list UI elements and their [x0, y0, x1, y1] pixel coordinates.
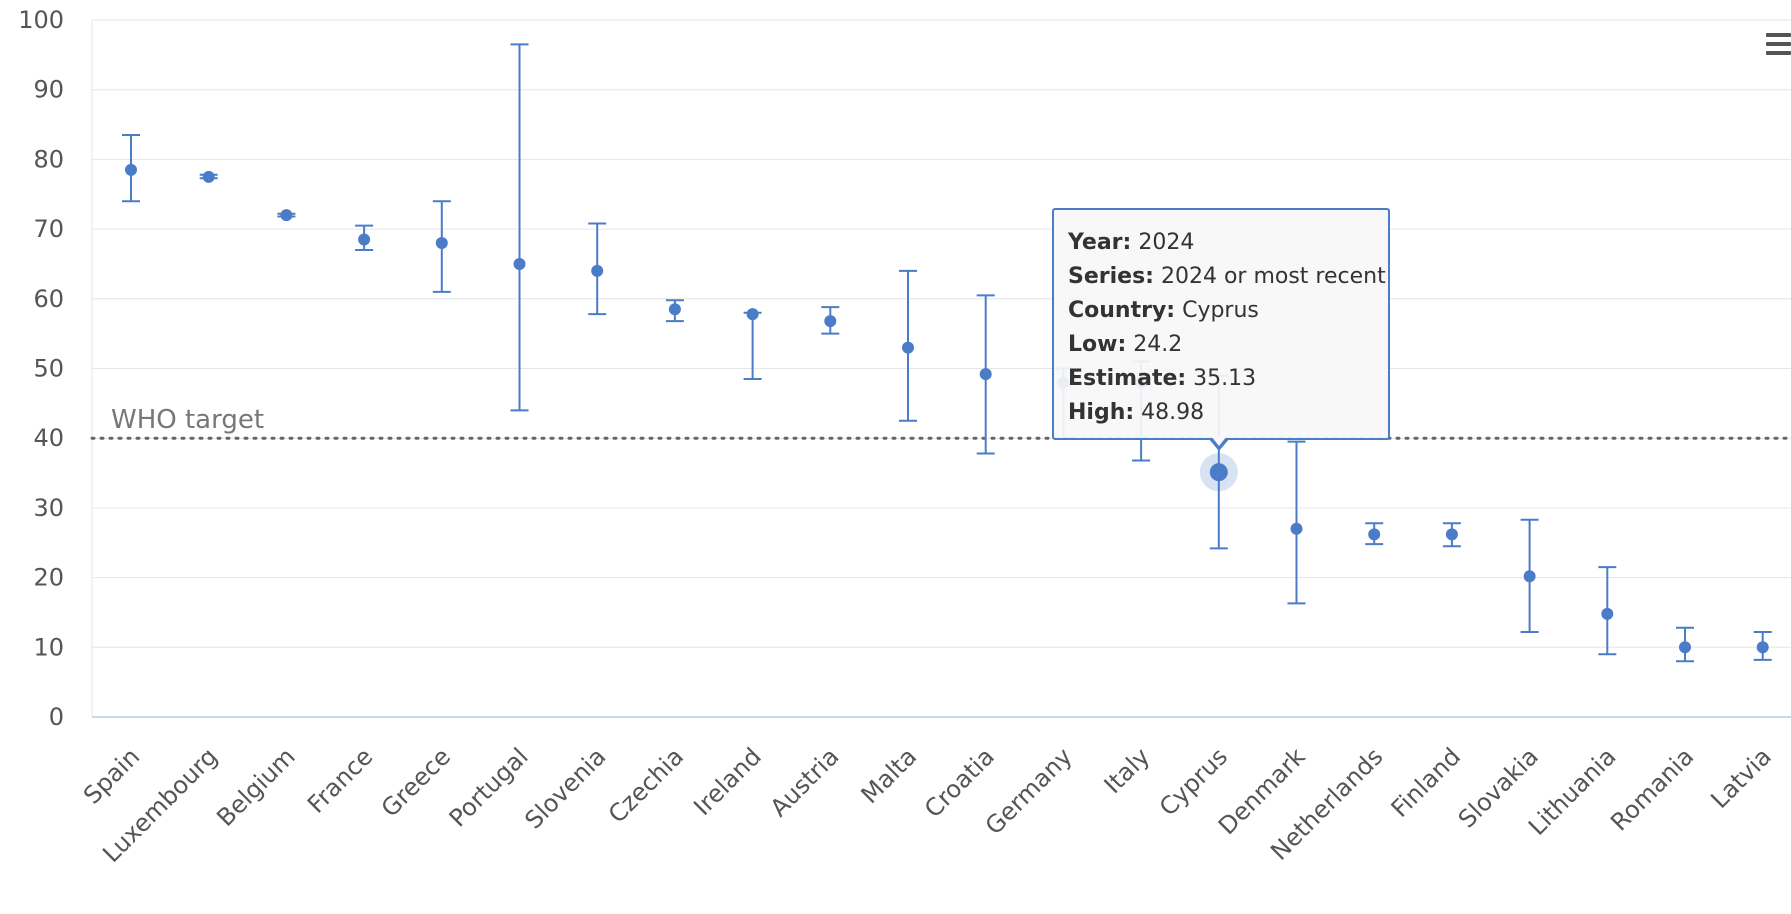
x-category-label: Spain: [78, 742, 145, 809]
estimate-point: [824, 315, 837, 328]
y-tick-label: 40: [33, 424, 64, 452]
tooltip-row-year: Year: 2024: [1068, 230, 1195, 255]
y-tick-label: 10: [33, 633, 64, 661]
y-tick-label: 30: [33, 494, 64, 522]
estimate-point: [1679, 641, 1691, 654]
y-tick-label: 0: [49, 703, 64, 731]
error-bars: [122, 43, 1772, 663]
estimate-point: [1523, 570, 1536, 583]
x-category-label: Cyprus: [1154, 742, 1233, 821]
estimate-point: [202, 170, 215, 183]
estimate-point: [1601, 607, 1614, 620]
y-axis-ticks: 0 10 20 30 40 50 60 70 80 90 100: [18, 6, 64, 731]
grid-lines: [91, 19, 1791, 718]
estimate-point: [358, 233, 371, 246]
x-category-label: Romania: [1605, 742, 1699, 836]
y-tick-label: 100: [18, 6, 64, 34]
estimate-point: [902, 341, 914, 354]
who-target-line: WHO target: [90, 405, 1791, 440]
estimate-point: [746, 308, 759, 321]
estimate-point: [668, 303, 681, 316]
menu-icon-bar: [1766, 33, 1791, 37]
estimate-point: [979, 368, 992, 381]
menu-icon-bar: [1766, 51, 1791, 55]
x-category-label: Belgium: [211, 742, 300, 831]
tooltip-row-series: Series: 2024 or most recent: [1068, 264, 1386, 289]
x-category-label: Italy: [1099, 742, 1156, 799]
hamburger-menu-icon[interactable]: [1766, 33, 1791, 57]
estimate-point: [1290, 522, 1303, 535]
target-label: WHO target: [111, 405, 264, 435]
tooltip-row-low: Low: 24.2: [1068, 332, 1183, 357]
y-tick-label: 20: [33, 564, 64, 592]
x-category-label: Greece: [376, 742, 456, 822]
tooltip-row-high: High: 48.98: [1068, 400, 1205, 425]
y-tick-label: 50: [33, 355, 64, 383]
x-category-label: Ireland: [688, 742, 766, 820]
y-tick-label: 80: [33, 145, 64, 173]
y-tick-label: 70: [33, 215, 64, 243]
estimate-point: [1756, 641, 1769, 654]
y-tick-label: 90: [33, 76, 64, 104]
tooltip-arrow-inner: [1211, 436, 1227, 446]
x-category-label: Czechia: [603, 742, 689, 828]
estimate-point: [513, 257, 526, 270]
estimate-point: [435, 237, 448, 250]
estimate-point: [1445, 528, 1458, 541]
estimate-point-highlighted: [1209, 463, 1228, 482]
x-category-label: Malta: [856, 742, 923, 809]
tooltip-row-estimate: Estimate: 35.13: [1068, 366, 1257, 391]
tooltip: Year: 2024 Series: 2024 or most recent C…: [1052, 208, 1390, 440]
x-category-label: Portugal: [444, 742, 534, 832]
x-category-label: Finland: [1386, 742, 1466, 822]
y-tick-label: 60: [33, 285, 64, 313]
menu-icon-bar: [1766, 42, 1791, 46]
estimate-point: [591, 264, 604, 277]
tooltip-row-country: Country: Cyprus: [1068, 298, 1259, 323]
estimate-point: [280, 209, 293, 222]
x-category-label: Slovenia: [519, 742, 611, 834]
x-category-label: Latvia: [1705, 742, 1776, 813]
estimate-point: [125, 163, 137, 176]
estimate-points: [125, 163, 1769, 654]
x-category-label: France: [302, 742, 378, 818]
x-category-label: Austria: [765, 742, 845, 822]
estimate-point: [1368, 528, 1381, 541]
